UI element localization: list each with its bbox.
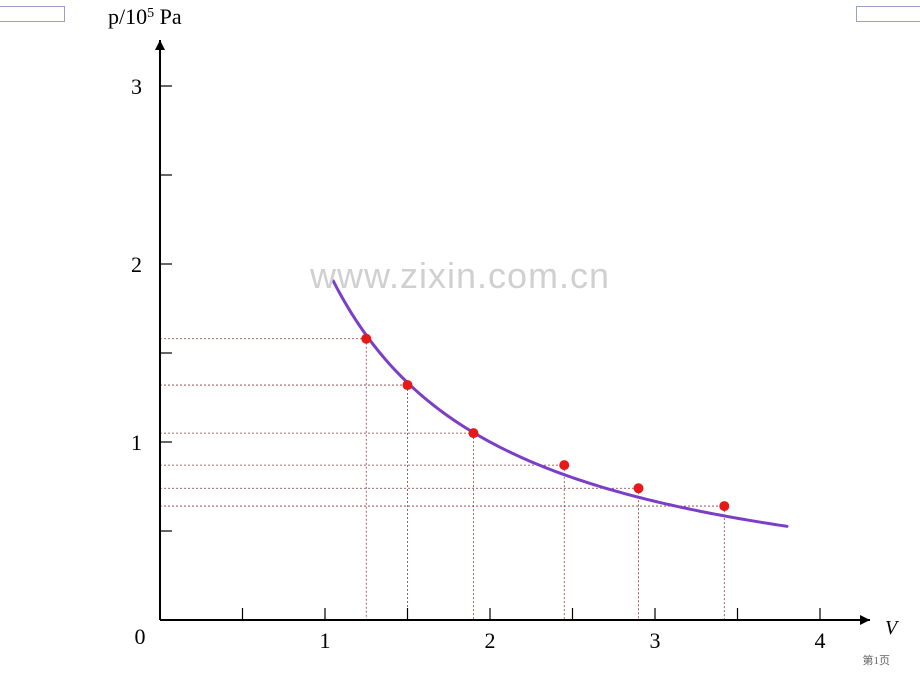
corner-bracket-top-left [0,6,65,22]
svg-text:2: 2 [131,252,142,277]
corner-bracket-top-right [856,6,920,22]
page-footer: 第1页 [863,652,891,668]
svg-text:1: 1 [131,430,142,455]
svg-text:1: 1 [320,628,331,653]
svg-text:p/105 Pa: p/105 Pa [108,4,182,29]
svg-text:3: 3 [131,74,142,99]
svg-text:4: 4 [815,628,826,653]
pv-chart-svg: 1 2 3 4 1 2 3 0 Vp/105 Pa [0,0,920,690]
svg-text:V: V [885,617,900,639]
svg-text:3: 3 [650,628,661,653]
svg-text:0: 0 [135,624,146,649]
svg-text:2: 2 [485,628,496,653]
pv-chart: 1 2 3 4 1 2 3 0 Vp/105 Pa [0,0,920,690]
